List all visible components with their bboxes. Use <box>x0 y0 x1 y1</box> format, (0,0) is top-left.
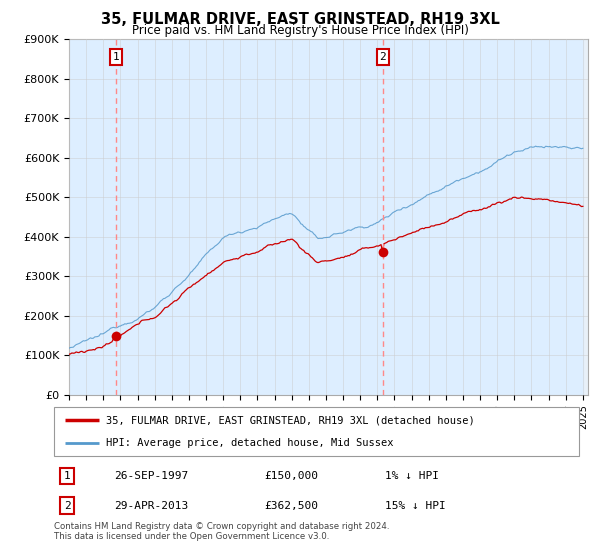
Text: This data is licensed under the Open Government Licence v3.0.: This data is licensed under the Open Gov… <box>54 532 329 541</box>
Text: 1: 1 <box>112 52 119 62</box>
Text: 1% ↓ HPI: 1% ↓ HPI <box>385 471 439 481</box>
Text: 35, FULMAR DRIVE, EAST GRINSTEAD, RH19 3XL: 35, FULMAR DRIVE, EAST GRINSTEAD, RH19 3… <box>101 12 499 27</box>
Text: Contains HM Land Registry data © Crown copyright and database right 2024.: Contains HM Land Registry data © Crown c… <box>54 522 389 531</box>
Text: 1: 1 <box>64 471 71 481</box>
Text: HPI: Average price, detached house, Mid Sussex: HPI: Average price, detached house, Mid … <box>107 438 394 448</box>
Text: 2: 2 <box>64 501 71 511</box>
Text: 35, FULMAR DRIVE, EAST GRINSTEAD, RH19 3XL (detached house): 35, FULMAR DRIVE, EAST GRINSTEAD, RH19 3… <box>107 416 475 426</box>
Text: Price paid vs. HM Land Registry's House Price Index (HPI): Price paid vs. HM Land Registry's House … <box>131 24 469 36</box>
Text: 15% ↓ HPI: 15% ↓ HPI <box>385 501 445 511</box>
Text: 2: 2 <box>379 52 386 62</box>
Text: 26-SEP-1997: 26-SEP-1997 <box>115 471 188 481</box>
Text: £150,000: £150,000 <box>264 471 318 481</box>
Text: 29-APR-2013: 29-APR-2013 <box>115 501 188 511</box>
Text: £362,500: £362,500 <box>264 501 318 511</box>
